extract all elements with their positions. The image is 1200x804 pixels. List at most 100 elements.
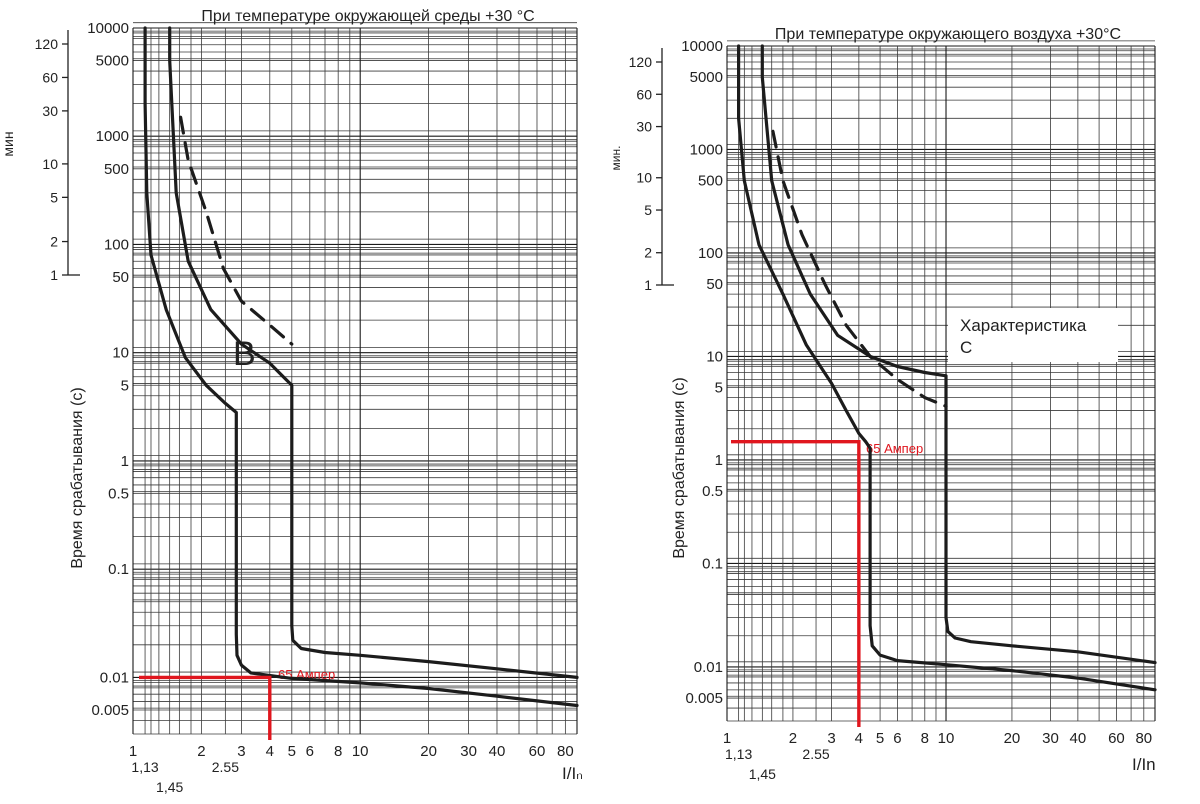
annotation-box: [948, 308, 1118, 362]
x-tick-label: 2: [197, 743, 205, 760]
y-tick-label: 0.1: [108, 561, 129, 578]
curve-annotation: Характеристика С: [960, 316, 1091, 357]
chart-c-curve: При температуре окружающего воздуха +30°…: [609, 26, 1157, 782]
y-tick-label: 5: [715, 380, 723, 397]
x-tick-label: 80: [1135, 730, 1152, 747]
y-tick-label: 100: [698, 245, 723, 262]
y-tick-label: 5000: [690, 69, 723, 86]
minutes-tick-label: 2: [50, 234, 58, 250]
x-tick-label-lower: 1,13: [131, 759, 158, 775]
y-tick-label: 0.005: [91, 702, 129, 719]
x-tick-label: 1: [129, 743, 137, 760]
x-tick-label: 60: [529, 743, 546, 760]
minutes-tick-label: 60: [636, 86, 652, 102]
x-tick-label: 40: [1070, 730, 1087, 747]
y-tick-label: 0.5: [108, 486, 129, 503]
x-tick-label: 4: [855, 730, 863, 747]
minutes-tick-label: 10: [636, 170, 652, 186]
y-tick-label: 100: [104, 236, 129, 253]
chart-title: При температуре окружающего воздуха +30°…: [775, 26, 1121, 43]
chart-b-curve: При температуре окружающей среды +30 °C …: [0, 8, 583, 795]
x-axis-label: I/Iₙ: [562, 764, 583, 783]
x-tick-label: 40: [489, 743, 506, 760]
y-tick-label: 500: [104, 161, 129, 178]
y-axis-label: Время срабатывания (с): [671, 377, 688, 558]
series-line: [168, 26, 579, 680]
x-tick-label: 2: [789, 730, 797, 747]
y-axis-label: Время срабатывания (с): [69, 387, 86, 568]
minutes-tick-label: 30: [636, 119, 652, 135]
x-tick-label-lower: 2.55: [212, 759, 239, 775]
y-tick-label: 0.1: [702, 555, 723, 572]
y-tick-label: 1000: [96, 128, 129, 145]
series-line-dashed: [179, 115, 294, 346]
series-line-dashed: [771, 129, 948, 408]
x-tick-label: 5: [876, 730, 884, 747]
marker-label: 65 Ампер: [866, 441, 923, 456]
x-tick-label: 3: [237, 743, 245, 760]
y-tick-label: 0.01: [100, 669, 129, 686]
y-tick-label: 0.005: [685, 690, 723, 707]
minutes-scale: 120 60 30 10 5 2 1: [629, 48, 674, 293]
marker-line: [139, 675, 272, 740]
x-tick-label-lower: 1,45: [156, 779, 183, 795]
y-tick-label: 50: [112, 269, 129, 286]
minutes-tick-label: 1: [644, 277, 652, 293]
y2-axis-label: мин: [0, 131, 16, 156]
grid: [132, 22, 578, 735]
y-tick-label: 0.01: [694, 659, 723, 676]
y2-axis-label: мин.: [609, 146, 623, 171]
y-tick-label: 10: [112, 345, 129, 362]
minutes-scale: 120 60 30 10 5 2 1: [35, 30, 80, 283]
x-tick-label-lower: 2.55: [802, 746, 829, 762]
y-tick-label: 10000: [87, 20, 129, 37]
x-tick-label: 30: [1042, 730, 1059, 747]
curve-annotation-line-2: С: [960, 338, 972, 357]
grid: [726, 40, 1156, 722]
y-tick-label: 5000: [96, 53, 129, 70]
chart-title: При температуре окружающей среды +30 °C: [201, 8, 534, 25]
x-tick-label: 5: [288, 743, 296, 760]
minutes-tick-label: 1: [50, 267, 58, 283]
minutes-tick-label: 2: [644, 245, 652, 261]
x-tick-label: 6: [306, 743, 314, 760]
curve-annotation: B: [233, 335, 256, 373]
minutes-tick-label: 10: [42, 156, 58, 172]
minutes-tick-label: 5: [50, 189, 58, 205]
x-tick-label: 8: [921, 730, 929, 747]
x-tick-label: 1: [723, 730, 731, 747]
y-tick-label: 1: [715, 452, 723, 469]
minutes-tick-label: 120: [629, 54, 653, 70]
y-tick-label: 500: [698, 173, 723, 190]
x-tick-label: 10: [352, 743, 369, 760]
minutes-tick-label: 30: [42, 103, 58, 119]
minutes-tick-label: 120: [35, 36, 59, 52]
x-tick-label: 10: [938, 730, 955, 747]
y-tick-label: 0.5: [702, 483, 723, 500]
x-tick-label: 3: [827, 730, 835, 747]
minutes-tick-label: 60: [42, 69, 58, 85]
series-line: [760, 44, 1157, 665]
x-tick-label: 20: [1004, 730, 1021, 747]
y-tick-label: 10000: [681, 38, 723, 55]
y-tick-label: 10: [706, 348, 723, 365]
series-line: [736, 44, 1157, 692]
x-tick-label-lower: 1,13: [725, 746, 752, 762]
x-tick-label: 80: [557, 743, 574, 760]
minutes-tick-label: 5: [644, 202, 652, 218]
x-axis-label: I/In: [1132, 755, 1156, 774]
y-tick-label: 1: [121, 453, 129, 470]
marker-line: [731, 440, 861, 727]
y-tick-label: 5: [121, 377, 129, 394]
x-tick-label: 60: [1108, 730, 1125, 747]
y-tick-label: 50: [706, 276, 723, 293]
x-tick-label: 4: [266, 743, 274, 760]
x-tick-label: 6: [893, 730, 901, 747]
x-tick-label: 20: [420, 743, 437, 760]
series-line: [143, 26, 579, 708]
curve-annotation-line-1: Характеристика: [960, 316, 1087, 335]
x-tick-label: 30: [460, 743, 477, 760]
y-tick-label: 1000: [690, 141, 723, 158]
x-tick-label: 8: [334, 743, 342, 760]
